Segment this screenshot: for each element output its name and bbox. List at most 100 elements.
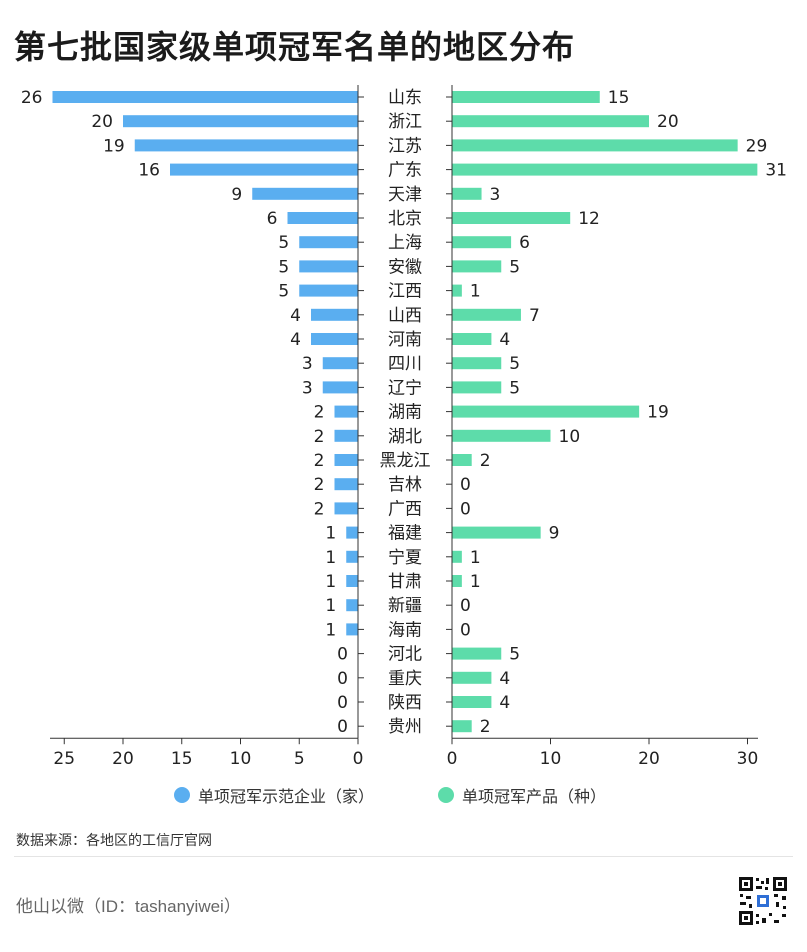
bar-left <box>334 429 358 442</box>
data-label-right: 4 <box>499 693 510 713</box>
data-label-left: 1 <box>325 572 336 592</box>
bar-right <box>452 236 512 249</box>
data-label-left: 0 <box>337 669 348 689</box>
data-label-right: 15 <box>608 88 630 108</box>
bar-right <box>452 357 502 370</box>
category-label: 江苏 <box>388 136 422 156</box>
bar-left <box>346 623 358 636</box>
bar-left <box>334 478 358 491</box>
bar-left <box>299 284 358 297</box>
category-label: 四川 <box>388 354 422 374</box>
category-label: 浙江 <box>388 112 422 132</box>
bar-left <box>334 405 358 418</box>
legend-label-right: 单项冠军产品（种） <box>462 789 607 806</box>
data-label-left: 5 <box>278 233 289 253</box>
data-label-right: 0 <box>460 596 471 616</box>
bar-right <box>452 163 758 176</box>
bar-left <box>299 260 358 273</box>
category-label: 天津 <box>388 185 422 205</box>
data-label-left: 1 <box>325 524 336 544</box>
data-label-left: 0 <box>337 717 348 737</box>
data-label-left: 6 <box>267 209 278 229</box>
category-label: 广东 <box>388 161 422 181</box>
x-tick-label-left: 5 <box>294 749 305 769</box>
bar-left <box>170 163 358 176</box>
bar-left <box>52 91 358 103</box>
x-tick-label-right: 30 <box>737 749 759 769</box>
data-label-left: 9 <box>231 185 242 205</box>
bar-right <box>452 575 462 587</box>
axes-group: 25 20 15 10 5 0 0 10 20 30 <box>50 85 758 769</box>
data-label-right: 7 <box>529 306 540 326</box>
data-label-right: 2 <box>480 451 491 471</box>
bar-right <box>452 308 521 321</box>
legend-swatch-left <box>174 787 190 803</box>
bar-right <box>452 696 492 708</box>
data-label-right: 6 <box>519 233 530 253</box>
bar-right <box>452 526 541 539</box>
data-label-right: 5 <box>509 645 520 665</box>
data-source-note: 数据来源：各地区的工信厅官网 <box>16 832 212 848</box>
bar-left <box>334 454 358 466</box>
data-label-right: 0 <box>460 620 471 640</box>
data-label-right: 29 <box>746 136 768 156</box>
bar-right <box>452 333 492 345</box>
category-label: 吉林 <box>388 475 422 495</box>
bar-left <box>346 575 358 587</box>
data-label-right: 12 <box>578 209 600 229</box>
data-label-right: 1 <box>470 282 481 302</box>
bar-left <box>134 139 358 152</box>
x-tick-label-left: 10 <box>230 749 252 769</box>
category-label: 福建 <box>388 524 422 544</box>
data-label-left: 2 <box>314 499 325 519</box>
bar-right <box>452 454 472 466</box>
x-tick-label-left: 0 <box>353 749 364 769</box>
category-label: 重庆 <box>388 669 422 689</box>
bar-right <box>452 647 502 660</box>
category-label: 广西 <box>388 499 422 519</box>
data-label-right: 31 <box>765 161 787 181</box>
bar-right <box>452 139 738 152</box>
legend-swatch-right <box>438 787 454 803</box>
category-label: 海南 <box>388 620 422 640</box>
data-label-right: 9 <box>549 524 560 544</box>
data-label-right: 4 <box>499 330 510 350</box>
data-label-left: 1 <box>325 596 336 616</box>
legend-item-left: 单项冠军示范企业（家） <box>174 783 374 807</box>
bar-right <box>452 720 472 733</box>
bar-left <box>252 187 358 200</box>
category-label: 湖北 <box>388 427 422 447</box>
bar-right <box>452 91 600 103</box>
category-label: 贵州 <box>388 717 422 737</box>
data-label-left: 2 <box>314 451 325 471</box>
legend-item-right: 单项冠军产品（种） <box>438 783 606 807</box>
data-label-left: 16 <box>138 161 160 181</box>
x-tick-label-right: 0 <box>447 749 458 769</box>
data-label-left: 2 <box>314 475 325 495</box>
category-labels-group: 山东浙江江苏广东天津北京上海安徽江西山西河南四川辽宁湖南湖北黑龙江吉林广西福建宁… <box>380 88 431 737</box>
data-label-left: 19 <box>103 136 125 156</box>
data-label-left: 5 <box>278 282 289 302</box>
bar-left <box>322 381 358 394</box>
bar-right <box>452 671 492 684</box>
data-label-left: 0 <box>337 645 348 665</box>
data-label-left: 0 <box>337 693 348 713</box>
bar-right <box>452 405 640 418</box>
bar-left <box>311 308 358 321</box>
data-label-left: 2 <box>314 427 325 447</box>
bar-left <box>334 502 358 515</box>
bar-left <box>311 333 358 345</box>
data-label-left: 3 <box>302 378 313 398</box>
x-tick-label-left: 20 <box>112 749 134 769</box>
category-label: 黑龙江 <box>380 451 431 471</box>
data-label-right: 4 <box>499 669 510 689</box>
category-label: 甘肃 <box>388 572 422 592</box>
bar-right <box>452 381 502 394</box>
category-label: 新疆 <box>388 596 422 616</box>
x-tick-label-left: 15 <box>171 749 193 769</box>
data-label-left: 26 <box>21 88 43 108</box>
data-label-right: 1 <box>470 548 481 568</box>
bar-right <box>452 187 482 200</box>
